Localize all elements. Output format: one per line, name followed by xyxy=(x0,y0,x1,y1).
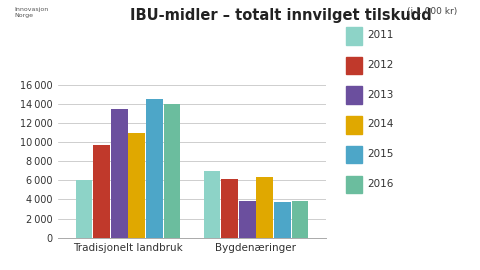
Bar xyxy=(292,201,308,238)
Text: 2015: 2015 xyxy=(367,149,394,159)
Text: 2014: 2014 xyxy=(367,119,394,129)
Bar xyxy=(129,133,145,238)
Bar xyxy=(146,99,163,238)
Bar xyxy=(111,109,128,238)
Text: IBU-midler – totalt innvilget tilskudd: IBU-midler – totalt innvilget tilskudd xyxy=(130,8,432,23)
Bar xyxy=(256,177,273,238)
Text: (i 1 000 kr): (i 1 000 kr) xyxy=(407,7,457,16)
Bar xyxy=(93,145,110,238)
Bar xyxy=(76,180,92,238)
Text: 2013: 2013 xyxy=(367,89,394,100)
Text: 2016: 2016 xyxy=(367,178,394,189)
Bar xyxy=(274,202,291,238)
Bar xyxy=(164,104,180,238)
Bar xyxy=(239,201,255,238)
Bar xyxy=(204,171,220,238)
Text: Innovasjon
Norge: Innovasjon Norge xyxy=(14,7,48,18)
Text: 2012: 2012 xyxy=(367,60,394,70)
Text: 2011: 2011 xyxy=(367,30,394,40)
Bar xyxy=(221,178,238,238)
